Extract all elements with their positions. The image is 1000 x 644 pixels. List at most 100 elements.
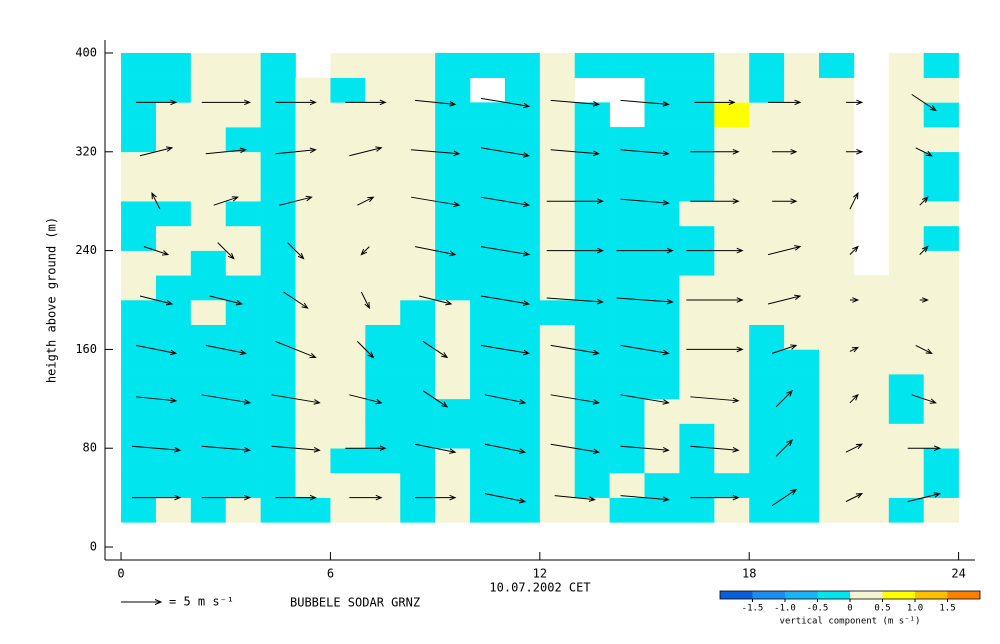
cell	[330, 300, 366, 326]
wind-arrow	[360, 246, 370, 256]
wind-arrow	[201, 99, 252, 106]
cell	[225, 151, 261, 177]
cell	[539, 300, 576, 326]
cell	[365, 374, 401, 400]
cell	[435, 52, 471, 78]
cell	[539, 52, 576, 78]
wind-arrow	[554, 495, 597, 502]
cell	[504, 472, 541, 498]
wind-arrow	[201, 394, 252, 405]
cell	[644, 176, 680, 202]
cell	[749, 176, 785, 202]
cell	[400, 398, 436, 424]
cell	[644, 374, 680, 400]
cell	[155, 374, 192, 400]
wind-arrow	[694, 99, 736, 106]
cell	[539, 374, 576, 400]
cell	[435, 127, 471, 153]
cell	[714, 374, 750, 400]
cell	[190, 374, 227, 400]
cell	[609, 349, 645, 375]
cell	[435, 423, 471, 449]
cell	[121, 225, 157, 251]
colorbar-tick-label: 1.5	[939, 604, 955, 614]
cell	[644, 201, 680, 227]
cell	[749, 127, 785, 153]
wind-arrow	[484, 394, 527, 405]
cell	[121, 300, 157, 326]
cell	[714, 225, 750, 251]
cell	[539, 324, 576, 350]
y-tick-label: 0	[90, 540, 97, 554]
cell	[225, 398, 261, 424]
cell	[539, 127, 576, 153]
cell	[574, 448, 610, 474]
cell	[749, 448, 785, 474]
cell	[539, 225, 576, 251]
cell	[644, 448, 680, 474]
cell	[679, 52, 715, 78]
cell	[121, 497, 157, 523]
cell	[714, 448, 750, 474]
cell	[190, 349, 227, 375]
cell	[574, 201, 610, 227]
wind-arrow	[345, 99, 387, 106]
cell	[121, 127, 157, 153]
cell	[470, 176, 506, 202]
wind-arrow	[271, 445, 321, 453]
cell	[121, 423, 157, 449]
wind-arrow	[772, 198, 798, 204]
cell	[435, 77, 471, 103]
cell	[260, 448, 296, 474]
colorbar-tick-label: 0.5	[874, 604, 890, 614]
cell	[888, 300, 925, 326]
cell	[121, 398, 157, 424]
cell	[644, 250, 680, 276]
cell	[330, 52, 366, 78]
cell	[819, 127, 855, 153]
cell	[923, 127, 959, 153]
cell	[190, 497, 227, 523]
cell	[365, 349, 401, 375]
cell	[923, 324, 959, 350]
wind-arrow	[849, 192, 859, 210]
cell	[470, 151, 506, 177]
cell	[749, 349, 785, 375]
cell	[784, 423, 820, 449]
cell	[644, 300, 680, 326]
cell	[504, 77, 541, 103]
cell	[260, 176, 296, 202]
cell	[644, 275, 680, 301]
cell	[784, 349, 820, 375]
cell	[155, 324, 192, 350]
wind-arrow	[411, 149, 461, 157]
cell	[784, 497, 820, 523]
cell	[121, 151, 157, 177]
cell	[295, 423, 331, 449]
cell	[295, 448, 331, 474]
cell	[574, 102, 610, 128]
cell	[609, 398, 645, 424]
cell	[609, 201, 645, 227]
cell	[121, 201, 157, 227]
cell	[400, 300, 436, 326]
cell	[400, 201, 436, 227]
wind-arrow	[620, 394, 670, 405]
wind-arrow	[550, 149, 601, 157]
wind-arrow	[139, 295, 174, 306]
colorbar-swatch	[817, 591, 850, 599]
wind-arrow	[201, 494, 252, 501]
cell	[853, 275, 890, 301]
cell	[470, 398, 506, 424]
cell	[435, 225, 471, 251]
cell	[819, 349, 855, 375]
cell	[260, 52, 296, 78]
wind-arrow	[349, 494, 383, 501]
cell	[400, 497, 436, 523]
cell	[749, 472, 785, 498]
cell	[190, 472, 227, 498]
cell	[539, 423, 576, 449]
cell	[679, 423, 715, 449]
wind-arrow	[546, 198, 605, 204]
